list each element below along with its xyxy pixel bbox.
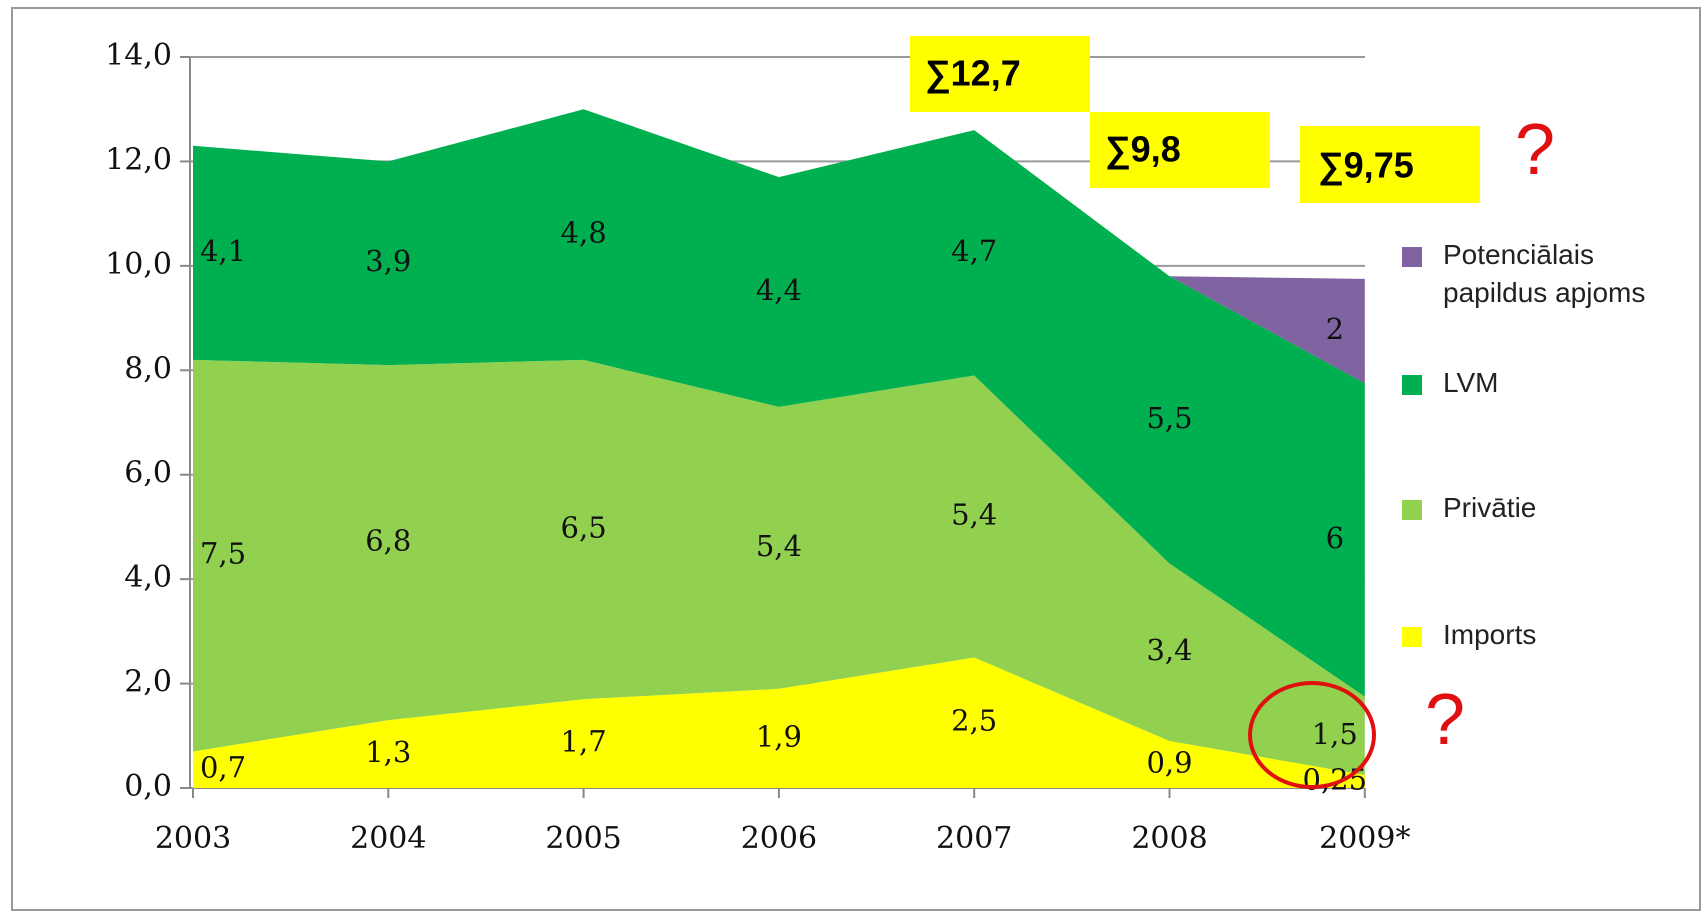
area [193,109,1365,697]
y-tick-label: 2,0 [124,665,172,700]
data-label: 2,5 [951,704,997,738]
legend-swatch [1402,627,1422,647]
annotation: ∑12,7 [925,53,1021,94]
data-label: 4,8 [561,216,607,250]
legend-label: Imports [1443,619,1537,650]
x-tick-label: 2009* [1319,821,1410,856]
annotation-box [910,36,1090,112]
data-label: 1,7 [561,725,607,759]
legend-label: LVM [1443,367,1499,398]
legend-swatch [1402,247,1422,267]
data-label: 0,25 [1303,762,1368,796]
data-label: 4,1 [200,234,246,268]
data-label: 6 [1326,521,1344,555]
legend-swatch [1402,500,1422,520]
x-tick-label: 2007 [936,821,1012,856]
data-label: 1,3 [365,735,411,769]
data-label: 7,5 [200,537,246,571]
data-label: 2 [1326,312,1344,346]
data-label: 1,5 [1312,717,1358,751]
data-label: 0,9 [1146,746,1192,780]
question-mark: ? [1425,680,1465,760]
y-tick-label: 12,0 [105,142,172,177]
labels: 0,0 2,0 4,0 6,0 8,0 10,0 12,0 14,0 0,7 1,3 1,7 1,9 2… [105,38,1410,856]
y-tick-label: 10,0 [105,247,172,282]
y-tick-label: 6,0 [124,456,172,491]
area [193,359,1365,775]
data-label: 5,4 [756,529,802,563]
data-label: 4,7 [951,234,997,268]
areas [193,109,1365,788]
area [193,657,1365,788]
annotation-box [1300,126,1480,203]
data-label: 5,5 [1146,401,1192,435]
area [1169,276,1365,384]
frame [11,7,1701,911]
annotation: ∑9,8 [1105,129,1181,170]
data-label: 6,8 [365,524,411,558]
x-tick-label: 2005 [545,821,621,856]
y-tick-label: 14,0 [105,38,172,73]
y-tick-label: 0,0 [124,769,172,804]
legend-label: Privātie [1443,492,1537,523]
y-tick-label: 8,0 [124,351,172,386]
data-label: 3,9 [365,244,411,278]
legend-swatch [1402,375,1422,395]
data-label: 5,4 [951,497,997,531]
data-label: 3,4 [1146,633,1192,667]
highlight-circle [1248,681,1376,789]
data-label: 4,4 [756,273,802,307]
x-tick-label: 2003 [155,821,231,856]
y-tick-label: 4,0 [124,560,172,595]
data-label: 1,9 [756,719,802,753]
x-tick-label: 2008 [1131,821,1207,856]
x-tick-label: 2006 [741,821,817,856]
legend-label: Potenciālais papildus apjoms [1443,239,1646,308]
question-mark: ? [1515,110,1555,190]
data-label: 6,5 [561,511,607,545]
annotation-box [1090,112,1270,188]
annotation: ∑9,75 [1318,145,1414,186]
x-tick-label: 2004 [350,821,426,856]
data-label: 0,7 [200,751,246,785]
